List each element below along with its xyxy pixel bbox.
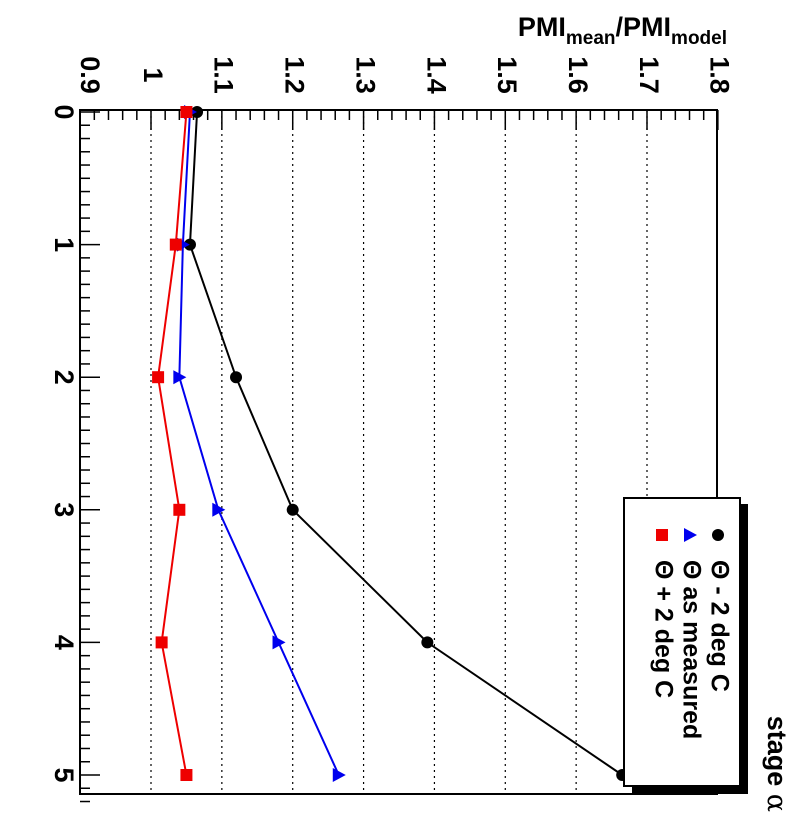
data-point [173,370,187,385]
x-tick-label: 2 [49,370,79,385]
data-point [191,106,204,118]
series-line [157,111,188,776]
series-square [152,106,193,781]
grid-layer [150,110,648,794]
series-layer [152,105,629,782]
x-tick-label: 5 [49,767,79,782]
y-tick-label: 1.4 [421,56,451,94]
x-axis-title: stage α [761,716,792,812]
data-point [155,636,168,649]
legend-label: Θ - 2 deg C [705,560,733,692]
data-point [169,238,182,251]
y-tick-label: 1.6 [563,56,593,94]
legend-box [623,497,741,787]
data-point [272,635,286,650]
y-axis-title: PMImean/PMImodel [518,12,727,49]
series-line [178,111,340,776]
plot-frame [79,109,718,795]
data-point [286,503,299,516]
data-point [212,502,226,517]
y-tick-label: 1.8 [705,56,735,94]
y-tick-label: 1.3 [350,56,380,94]
legend-marker [656,529,668,541]
data-point [152,371,165,384]
data-point [332,768,346,782]
y-tick-label: 1.5 [492,56,522,94]
legend-label: Θ + 2 deg C [649,560,677,698]
y-tick-label: 1 [138,67,168,82]
series-line [188,111,623,776]
legend-marker [712,529,724,541]
data-point [230,371,243,384]
x-tick-label: 3 [49,502,79,517]
y-tick-label: 0.9 [75,56,105,94]
legend-marker [684,528,697,542]
data-point [180,769,193,781]
data-point [173,503,186,516]
y-tick-label: 1.1 [209,56,239,94]
data-point [183,238,196,251]
x-tick-label: 4 [49,635,79,650]
data-point [180,106,193,118]
x-tick-label: 0 [49,104,79,119]
y-tick-label: 1.2 [280,56,310,94]
legend-label: Θ as measured [677,560,705,739]
x-tick-label: 1 [49,237,79,252]
axis-layer: 0.9 1 1.1 1.2 1.3 1.4 1.5 1.6 1.7 1.8 0 1 2 3 4 5 [49,56,735,803]
data-point [421,636,434,649]
y-tick-label: 1.7 [634,56,664,94]
